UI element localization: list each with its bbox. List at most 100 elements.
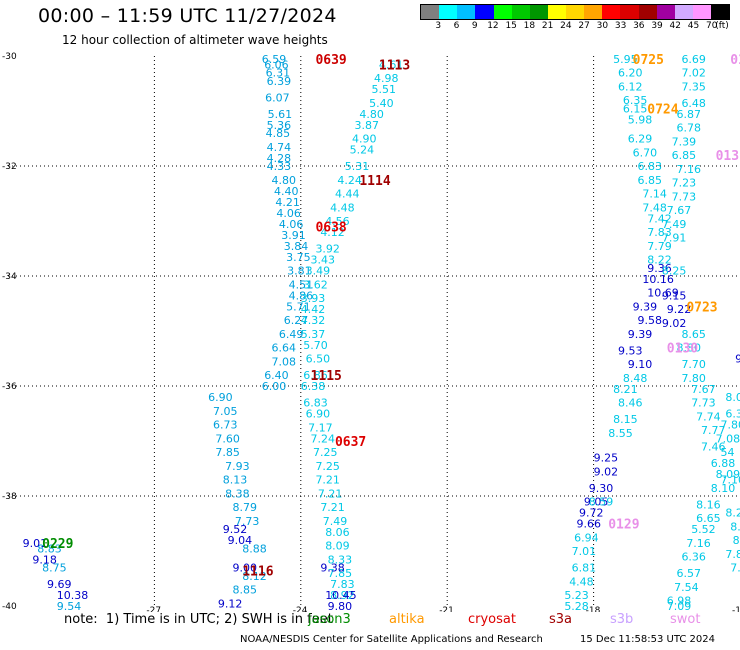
satellite-key-s3b: s3b	[610, 612, 634, 627]
wave-height-value: 9.04	[228, 534, 253, 547]
wave-height-value: 7.79	[647, 240, 672, 253]
legend-label: 12	[487, 21, 499, 31]
satellite-key-jason3: jason3	[308, 612, 351, 627]
wave-height-value: 7.80	[720, 419, 740, 432]
wave-height-value: 6.85	[672, 149, 697, 162]
wave-height-value: 9.02	[594, 465, 619, 478]
wave-height-value: 9.15	[662, 289, 687, 302]
wave-height-value: 7.01	[572, 545, 597, 558]
color-scale-labels: 3 6 9 12 15 18 21 24 27 30 33 36 39 42 45 70 (ft)	[420, 21, 730, 33]
wave-height-value: 3.93	[301, 292, 326, 305]
wave-height-value: 4.80	[359, 108, 384, 121]
wave-height-value: 7.80	[681, 372, 706, 385]
wave-height-value: 9.52	[223, 523, 248, 536]
wave-height-value: 3.43	[311, 254, 336, 267]
wave-height-value: 7.77	[701, 424, 726, 437]
wave-height-value: 7.21	[315, 474, 340, 487]
wave-height-value: 6.30	[725, 408, 740, 421]
wave-height-value: 7.09	[667, 600, 692, 612]
wave-height-value: 9.36	[647, 262, 672, 275]
wave-height-value: 8.92	[330, 589, 355, 602]
legend-swatch	[547, 5, 566, 19]
wave-height-value: 8.15	[613, 413, 638, 426]
wave-height-value: 6.83	[638, 160, 663, 173]
wave-height-value: 10.45	[325, 589, 357, 602]
wave-height-value: 8.80	[677, 342, 702, 355]
wave-height-value: 9.01	[23, 537, 48, 550]
wave-height-value: 8.30	[730, 520, 740, 533]
wave-height-value: 8.75	[42, 562, 67, 575]
wave-height-value: 8.25	[662, 265, 687, 278]
wave-height-value: 9.00	[232, 562, 256, 575]
pass-time-label: 0130	[667, 342, 698, 357]
pass-time-label: 0229	[42, 537, 73, 552]
pass-time-label: 1115	[311, 369, 342, 384]
wave-height-value: 4.06	[276, 207, 301, 220]
wave-height-value: 5.52	[691, 523, 716, 536]
wave-height-value: 8.10	[711, 482, 736, 495]
wave-height-value: 6.15	[623, 102, 648, 115]
legend-swatch	[566, 5, 585, 19]
wave-height-value: 7.48	[642, 201, 667, 214]
legend-swatch	[602, 5, 621, 19]
wave-height-plot: -30-32-34-36-38-40-27-24-21-18-156.596.0…	[2, 52, 740, 612]
pass-time-label: 0638	[315, 221, 346, 236]
wave-height-value: 7.93	[225, 460, 250, 473]
wave-height-value: 4.21	[275, 196, 300, 209]
wave-height-value: 4.98	[374, 72, 399, 85]
satellite-key-altika: altika	[389, 612, 425, 627]
wave-height-value: 7.24	[311, 432, 336, 445]
wave-height-value: 8.38	[225, 487, 250, 500]
footer-note: note: 1) Time is in UTC; 2) SWH is in fe…	[64, 612, 333, 627]
legend-label: 21	[541, 21, 554, 31]
legend-label: 18	[523, 21, 536, 31]
wave-height-value: 9.39	[628, 328, 653, 341]
wave-height-value: 4.61	[379, 58, 404, 71]
chart-subtitle: 12 hour collection of altimeter wave hei…	[62, 33, 328, 47]
x-tick-label: -21	[439, 606, 454, 612]
wave-height-value: 8.59	[589, 496, 614, 509]
wave-height-value: 6.50	[306, 353, 331, 366]
wave-height-value: 6.40	[264, 369, 289, 382]
wave-height-value: 6.36	[681, 551, 706, 564]
wave-height-value: 7.73	[235, 515, 259, 528]
y-tick-label: -32	[2, 162, 17, 172]
wave-height-value: 8.33	[328, 553, 353, 566]
wave-height-value: 4.42	[301, 303, 326, 316]
wave-height-value: 10.16	[642, 273, 674, 286]
wave-height-value: 6.29	[628, 133, 653, 146]
wave-height-value: 7.23	[672, 177, 697, 190]
wave-height-value: 6.98	[667, 595, 692, 608]
wave-height-value: 4.74	[267, 141, 292, 154]
pass-time-label: 1114	[359, 174, 390, 189]
wave-height-value: 7.10	[720, 474, 740, 487]
wave-height-value: 5.28	[564, 600, 589, 612]
wave-height-value: 6.81	[572, 562, 597, 575]
wave-height-value: 6.48	[681, 97, 706, 110]
legend-swatch	[692, 5, 711, 19]
pass-time-label: 0637	[335, 435, 366, 450]
wave-height-value: 6.59	[262, 53, 287, 66]
wave-height-value: 3.84	[284, 240, 309, 253]
wave-height-value: 5.37	[301, 328, 326, 341]
wave-height-value: 4.33	[267, 160, 292, 173]
legend-swatch	[620, 5, 639, 19]
wave-height-value: 8.29	[725, 507, 740, 520]
generated-timestamp: 15 Dec 11:58:53 UTC 2024	[580, 634, 715, 645]
wave-height-value: 5.36	[267, 119, 292, 132]
wave-height-value: 7.21	[318, 487, 343, 500]
wave-height-value: 7.73	[691, 397, 716, 410]
wave-height-value: 5.70	[303, 339, 328, 352]
pass-time-label: 0131	[716, 149, 740, 164]
page-title: 00:00 – 11:59 UTC 11/27/2024	[38, 5, 337, 27]
satellite-key-swot: swot	[670, 612, 701, 627]
legend-swatch	[584, 5, 603, 19]
wave-height-value: 8.65	[681, 328, 706, 341]
y-tick-label: -34	[2, 272, 17, 282]
wave-height-value: 6.07	[265, 91, 290, 104]
wave-height-value: 7.73	[672, 190, 697, 203]
wave-height-value: 6.94	[574, 531, 599, 544]
wave-height-value: 3.62	[303, 278, 328, 291]
wave-height-value: 5.24	[350, 144, 375, 157]
wave-height-value: 7.02	[681, 67, 706, 80]
